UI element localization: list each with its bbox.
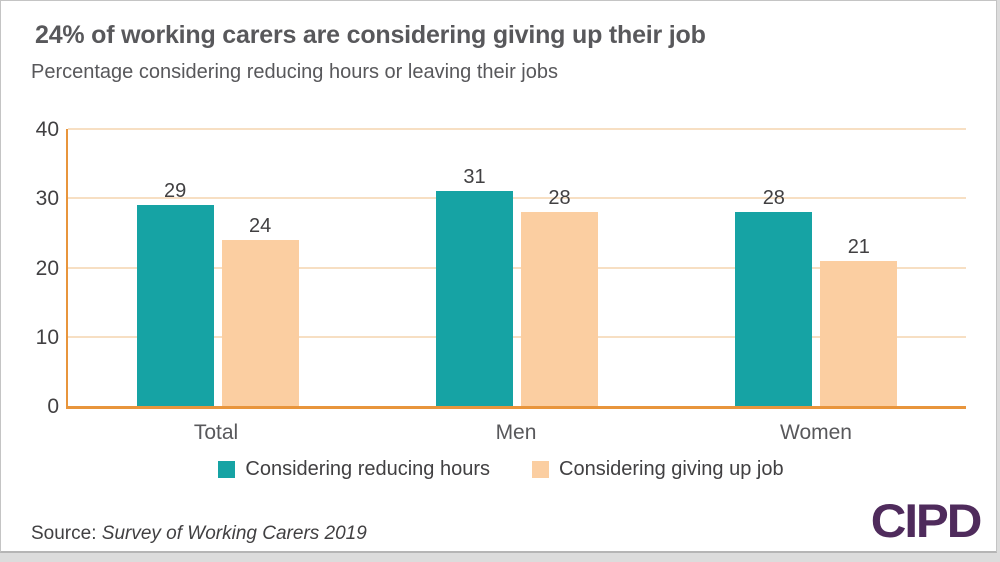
x-axis-label-men: Men	[495, 421, 537, 444]
gridline-40	[68, 128, 966, 130]
legend: Considering reducing hours Considering gi…	[1, 458, 1000, 481]
source-text: Survey of Working Carers 2019	[101, 523, 367, 544]
bar: 31	[435, 166, 513, 406]
bar-group-men: 31 28	[367, 129, 666, 406]
bar-value-label: 28	[762, 187, 785, 210]
bar-rect	[136, 205, 214, 406]
bar-rect	[735, 212, 813, 406]
cipd-logo: CIPD	[870, 494, 982, 547]
bar-rect	[820, 260, 898, 406]
y-tick-label: 30	[35, 187, 59, 211]
bar-value-label: 28	[548, 187, 571, 210]
bar: 21	[820, 235, 898, 406]
bar-group-women: 28 21	[667, 129, 966, 406]
x-axis-label-women: Women	[780, 421, 852, 444]
source-note: Source: Survey of Working Carers 2019	[31, 523, 367, 545]
bar-rect	[435, 191, 513, 406]
bar: 28	[735, 187, 813, 406]
legend-item: Considering giving up job	[532, 458, 784, 481]
source-prefix: Source:	[31, 523, 97, 544]
bar-value-label: 29	[164, 180, 187, 203]
legend-swatch	[218, 461, 236, 478]
y-tick-label: 10	[35, 325, 59, 349]
bar-rect	[520, 212, 598, 406]
gridline-10	[68, 335, 966, 338]
bar-value-label: 24	[249, 214, 272, 237]
x-axis-labels: Total Men Women	[66, 421, 966, 445]
y-axis: 0 10 20 30 40	[1, 119, 59, 418]
bar-groups: 29 24 31 28 28 21	[68, 129, 966, 406]
y-tick-label: 40	[35, 118, 59, 141]
legend-label: Considering giving up job	[559, 458, 784, 480]
gridline-30	[68, 197, 966, 200]
y-tick-label: 20	[35, 256, 59, 280]
bar: 24	[221, 214, 299, 406]
bar-group-total: 29 24	[68, 129, 367, 406]
bar-value-label: 31	[463, 166, 486, 189]
legend-label: Considering reducing hours	[245, 458, 490, 480]
chart-title: 24% of working carers are considering gi…	[35, 21, 706, 49]
bar: 28	[520, 187, 598, 406]
legend-swatch	[532, 461, 549, 478]
plot-area: 29 24 31 28 28 21	[66, 128, 966, 409]
chart-subtitle: Percentage considering reducing hours or…	[31, 61, 558, 83]
bar: 29	[136, 180, 214, 406]
legend-item: Considering reducing hours	[218, 458, 490, 481]
bar-rect	[221, 239, 299, 406]
gridline-20	[68, 266, 966, 269]
bar-value-label: 21	[847, 235, 870, 258]
y-tick-label: 0	[47, 395, 59, 418]
x-axis-label-total: Total	[193, 421, 239, 444]
